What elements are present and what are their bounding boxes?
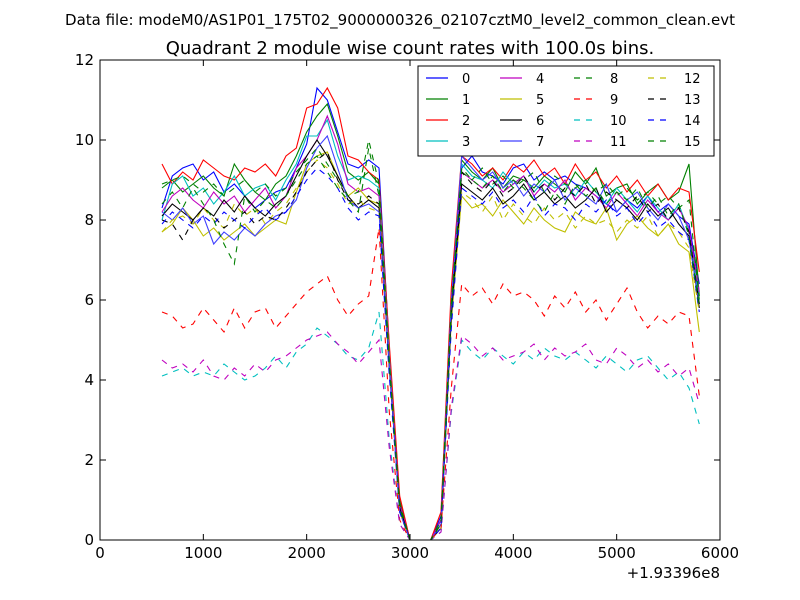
legend-label-2: 2 [462, 114, 470, 129]
legend-label-12: 12 [684, 72, 701, 87]
legend-label-7: 7 [536, 135, 544, 150]
x-tick-label: 4000 [494, 544, 532, 562]
legend-label-6: 6 [536, 114, 544, 129]
y-tick-label: 12 [75, 51, 94, 69]
y-tick-label: 10 [75, 131, 94, 149]
legend-label-3: 3 [462, 135, 470, 150]
legend-label-13: 13 [684, 93, 701, 108]
legend-label-8: 8 [610, 72, 618, 87]
legend-label-9: 9 [610, 93, 618, 108]
y-tick-label: 2 [84, 451, 94, 469]
x-tick-label: 6000 [701, 544, 739, 562]
y-tick-label: 0 [84, 531, 94, 549]
legend-label-4: 4 [536, 72, 544, 87]
y-tick-label: 8 [84, 211, 94, 229]
x-offset-label: +1.93396e8 [627, 564, 720, 582]
x-tick-label: 2000 [288, 544, 326, 562]
y-tick-label: 4 [84, 371, 94, 389]
legend-label-5: 5 [536, 93, 544, 108]
legend-label-10: 10 [610, 114, 627, 129]
x-tick-label: 5000 [598, 544, 636, 562]
chart-title: Quadrant 2 module wise count rates with … [166, 38, 655, 59]
legend-label-15: 15 [684, 135, 701, 150]
suptitle: Data file: modeM0/AS1P01_175T02_90000003… [65, 11, 735, 30]
x-tick-label: 0 [95, 544, 105, 562]
legend-label-11: 11 [610, 135, 627, 150]
x-tick-label: 1000 [184, 544, 222, 562]
legend-label-0: 0 [462, 72, 470, 87]
legend-label-1: 1 [462, 93, 470, 108]
x-tick-label: 3000 [391, 544, 429, 562]
y-tick-label: 6 [84, 291, 94, 309]
legend-label-14: 14 [684, 114, 701, 129]
